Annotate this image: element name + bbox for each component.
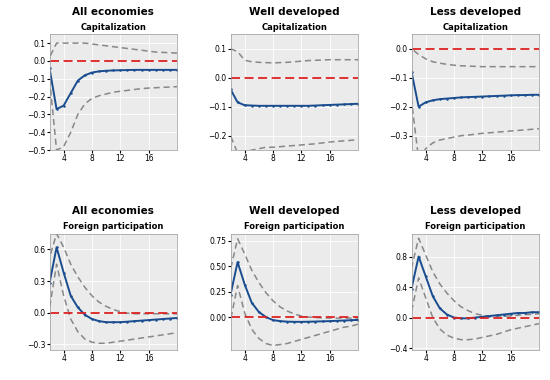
Title: Less developed: Less developed <box>430 206 521 216</box>
Title: Well developed: Well developed <box>249 206 339 216</box>
Title: All economies: All economies <box>72 7 154 17</box>
Text: Foreign participation: Foreign participation <box>244 222 344 231</box>
Text: Capitalization: Capitalization <box>442 23 508 32</box>
Title: All economies: All economies <box>72 206 154 216</box>
Title: Well developed: Well developed <box>249 7 339 17</box>
Text: Capitalization: Capitalization <box>80 23 146 32</box>
Text: Foreign participation: Foreign participation <box>63 222 163 231</box>
Text: Foreign participation: Foreign participation <box>425 222 525 231</box>
Text: Capitalization: Capitalization <box>261 23 327 32</box>
Title: Less developed: Less developed <box>430 7 521 17</box>
